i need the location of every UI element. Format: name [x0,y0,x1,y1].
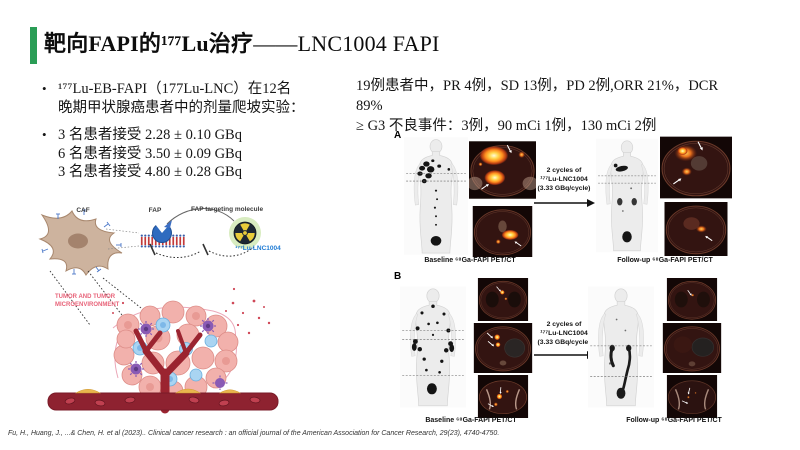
pet-axial-baseline-b-abdomen [473,323,533,373]
pet-wholebody-baseline-a [404,137,468,255]
outcome-line: 19例患者中，PR 4例，SD 13例，PD 2例,ORR 21%，DCR [356,78,719,94]
tumor-vessel-icon [47,287,279,414]
targeting-arrow [166,208,235,225]
dose-escalation-block: ¹⁷⁷Lu-EB-FAPI（177Lu-LNC）在12名 晚期甲状腺癌患者中的剂… [38,80,368,191]
arrow-right-icon [534,199,595,207]
title-suffix: ——LNC1004 FAPI [253,31,440,56]
title-main: 靶向FAPI的¹⁷⁷Lu治疗 [44,31,254,56]
radioligand-label: ¹⁷⁷Lu-LNC1004 [235,245,281,252]
bullet-line: 6 名患者接受 3.50 ± 0.09 GBq [58,145,242,162]
panel-b-label: B [394,271,402,282]
pet-wholebody-baseline-b [400,286,466,408]
bullet-trial-description: ¹⁷⁷Lu-EB-FAPI（177Lu-LNC）在12名 晚期甲状腺癌患者中的剂… [38,80,368,117]
tumor-microenvironment-illustration [38,208,279,414]
bullet-line: ¹⁷⁷Lu-EB-FAPI（177Lu-LNC）在12名 [38,80,368,99]
citation: Fu, H., Huang, J., ...& Chen, H. et al (… [8,430,500,437]
pet-axial-followup-b-chest [666,278,718,321]
treatment-arrow-text-b: 2 cycles of ¹⁷⁷Lu-LNC1004 (3.33 GBq/cycl… [537,321,591,346]
pet-axial-followup-b-pelvis [666,375,718,418]
caption-followup-b: Follow-up ⁶⁸Ga-FAPI PET/CT [626,417,722,424]
outcome-line: 89% [356,98,383,114]
arrow-right-icon [534,351,595,359]
bullet-line: 3 名患者接受 2.28 ± 0.10 GBq [38,126,368,145]
pet-axial-baseline-a-lower [472,206,533,257]
pet-axial-followup-a-upper [660,136,732,199]
caf-cell-icon [38,209,123,276]
fap-protein-icon [140,221,185,248]
radiation-trefoil-icon [229,217,261,249]
mechanism-diagram: CAF FAP FAP targeting molecule ¹⁷⁷Lu-LNC… [28,183,333,435]
caption-baseline-b: Baseline ⁶⁸Ga-FAPI PET/CT [425,417,517,424]
caf-label: CAF [76,207,90,214]
fap-label: FAP [148,207,162,214]
outcome-summary-block: 19例患者中，PR 4例，SD 13例，PD 2例,ORR 21%，DCR 89… [356,76,792,136]
pet-axial-followup-b-abdomen [662,323,722,373]
tumor-label-line1: TUMOR AND TUMOR [55,294,116,300]
pet-wholebody-followup-a [596,138,658,253]
page-title: 靶向FAPI的¹⁷⁷Lu治疗——LNC1004 FAPI [44,26,440,58]
title-accent-bar [30,27,37,64]
targeting-molecule-label: FAP targeting molecule [190,206,264,213]
panel-a-label: A [394,130,402,141]
bullet-line: 3 名患者接受 4.80 ± 0.28 GBq [58,164,242,180]
pet-axial-baseline-b-pelvis [477,375,529,418]
pet-axial-baseline-a-upper [469,140,536,200]
outcome-line: ≥ G3 不良事件：3例，90 mCi 1例，130 mCi 2例 [356,118,657,134]
bullet-dose-groups: 3 名患者接受 2.28 ± 0.10 GBq 6 名患者接受 3.50 ± 0… [38,126,368,182]
tumor-label-line2: MICROENVIRONMENT [55,302,120,308]
treatment-arrow-text-a: 2 cycles of ¹⁷⁷Lu-LNC1004 (3.33 GBq/cycl… [537,167,591,192]
pet-axial-followup-a-lower [664,202,728,256]
pet-wholebody-followup-b [588,286,654,408]
caption-followup-a: Follow-up ⁶⁸Ga-FAPI PET/CT [617,257,713,264]
bullet-line: 晚期甲状腺癌患者中的剂量爬坡实验： [58,99,305,116]
pet-axial-baseline-b-chest [477,278,529,321]
caption-baseline-a: Baseline ⁶⁸Ga-FAPI PET/CT [424,257,516,264]
